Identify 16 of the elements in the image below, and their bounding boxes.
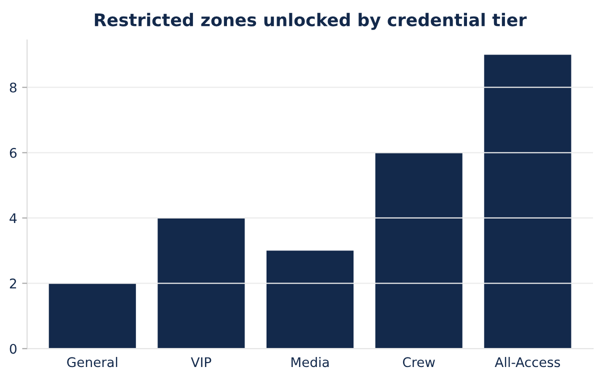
bar <box>48 283 136 349</box>
x-tick-label: VIP <box>190 357 212 367</box>
bar <box>484 54 572 349</box>
x-tick-label: All-Access <box>494 356 560 368</box>
x-tick-label: General <box>67 356 118 368</box>
x-tick-label: Crew <box>402 357 435 368</box>
y-tick-label: 0 <box>10 344 16 354</box>
bar <box>158 218 245 349</box>
bar <box>375 152 462 349</box>
chart-title: Restricted zones unlocked by credential tier <box>94 12 527 30</box>
y-tick-label: 4 <box>10 213 17 223</box>
y-tick-label: 2 <box>10 278 16 288</box>
y-tick-label: 6 <box>10 148 17 158</box>
bar <box>266 250 354 349</box>
y-tick-label: 8 <box>10 82 16 93</box>
x-tick-label: Media <box>292 356 329 368</box>
